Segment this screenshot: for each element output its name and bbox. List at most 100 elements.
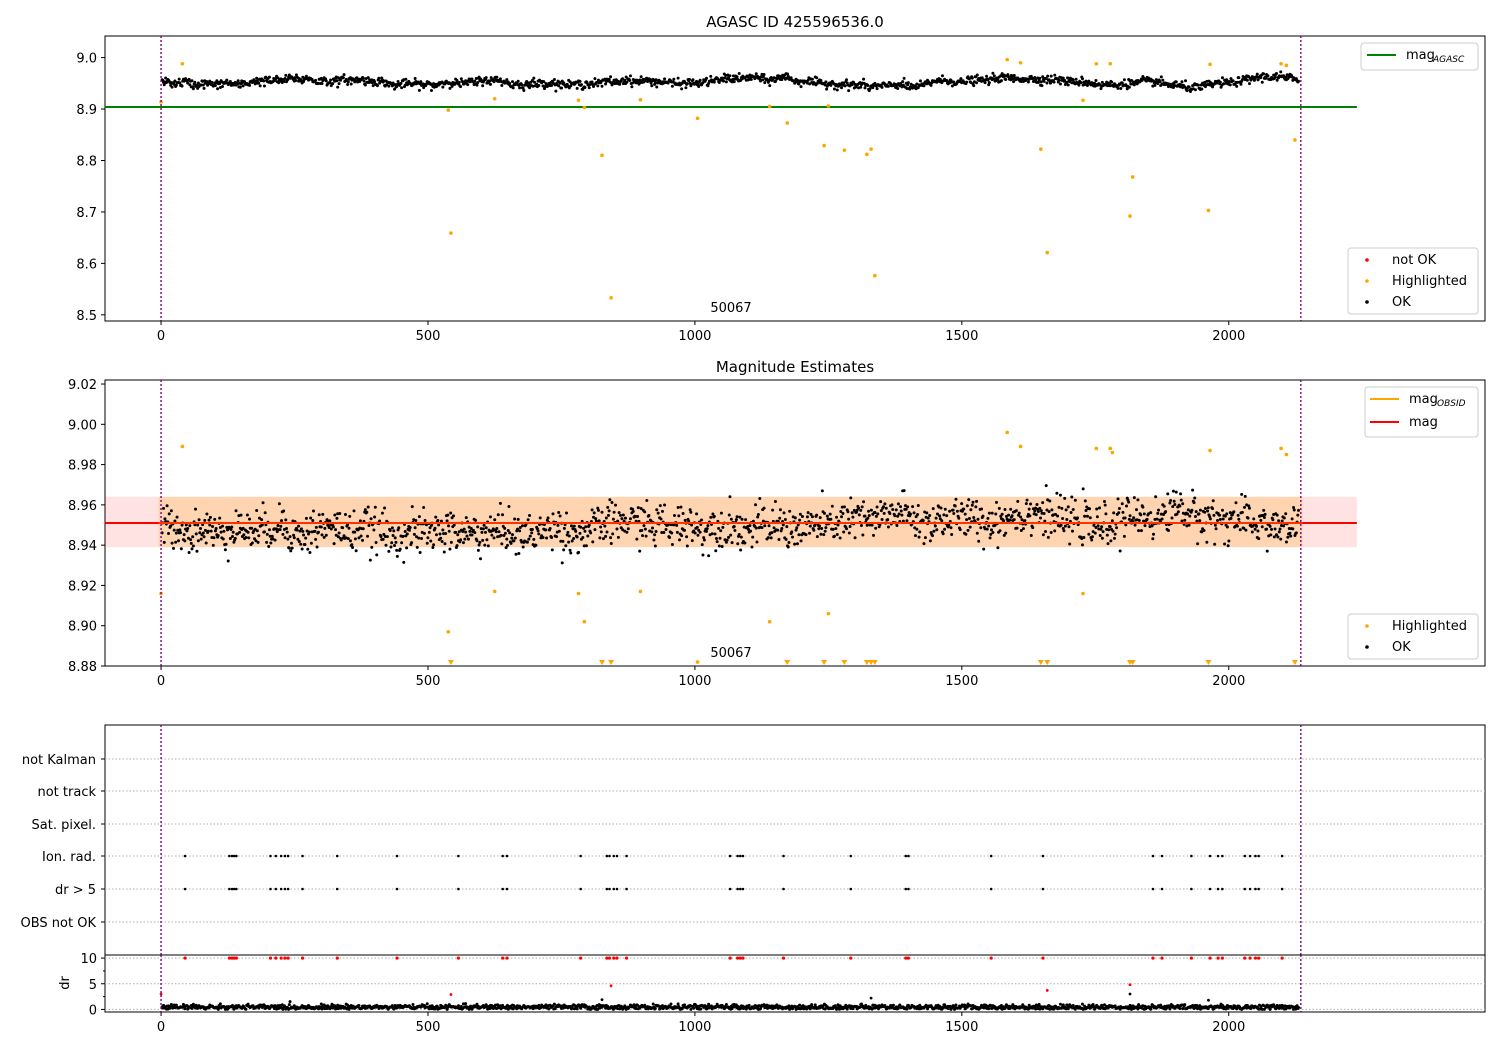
panel1-ok-point [228,79,232,83]
panel2-ok-point [1014,509,1018,513]
panel2-ok-point [263,511,267,515]
panel2-ok-point [1173,502,1177,506]
panel2-ok-point [432,543,436,547]
panel1-ok-point [579,83,583,87]
panel1-ok-point [276,76,280,80]
panel2-ok-point [314,537,318,541]
panel2-ok-point [631,509,635,513]
panel2-ok-point [1271,518,1275,522]
panel2-ok-point [934,516,938,520]
panel2-ok-point [457,530,461,534]
panel3-ion-rad-point [279,854,283,858]
panel1-ok-point [1066,76,1070,80]
panel2-ok-point [427,530,431,534]
panel2-ok-point [1276,535,1280,539]
panel3-dr-point [608,887,611,891]
panel1-ok-point [419,80,423,84]
panel2-ok-point [395,554,399,558]
panel1-ok-point [797,82,801,86]
panel2-ok-point [748,524,752,528]
panel1-legend-entry: Highlighted [1392,274,1467,289]
panel2-ok-point [508,531,512,535]
panel2-ok-point [1141,505,1145,509]
panel2-ok-point [1039,516,1043,520]
panel2-ok-point [186,527,190,531]
panel2-ok-point [1292,508,1296,512]
panel2-ok-point [347,526,351,530]
panel2-ok-point [991,531,995,535]
panel2-ok-point [617,511,621,515]
panel2-ok-point [772,526,776,530]
panel2-highlighted-point [446,629,451,634]
panel1-ok-point [684,86,688,90]
panel2-ok-point [532,537,536,541]
panel2-ok-point [720,544,724,548]
panel2-ok-point [405,532,409,536]
panel1-ok-point [754,72,758,76]
panel1-ok-point [488,79,492,83]
panel2-ok-point [820,489,824,493]
panel3-flag-label: OBS not OK [21,916,97,931]
panel2-ok-point [1096,524,1100,528]
panel2-ok-point [208,523,212,527]
panel2-ok-point [328,519,332,523]
panel2-highlighted-point [576,591,581,596]
panel1-highlighted-point [1108,61,1113,66]
panel1-legend-label: mag [1406,48,1435,63]
panel1-ok-point [177,77,181,81]
panel1-ok-point [264,75,268,79]
panel3-flag-label: Ion. rad. [42,850,96,865]
panel3-ion-rad-point [395,854,399,858]
panel2-ok-point [242,533,246,537]
panel2-ok-point [782,511,786,515]
panel2-ok-point [611,532,615,536]
panel1-ok-point [810,77,814,81]
panel2-ok-point [717,544,721,548]
panel2-ok-point [309,541,313,545]
panel2-ok-point [526,518,530,522]
panel2-ok-point [738,515,742,519]
panel2-ok-point [926,516,930,520]
panel2-ok-point [173,519,177,523]
panel3-ion-rad-point [1248,854,1252,858]
panel2-ok-point [653,533,657,537]
panel1-ok-point [202,86,206,90]
panel1-ok-point [375,84,379,88]
panel2-ok-point [598,536,602,540]
panel1-ok-point [768,84,772,88]
panel2-ok-point [162,540,166,544]
panel2-ok-point [625,530,629,534]
panel2-ok-point [584,525,588,529]
panel2-ok-point [1225,525,1229,529]
panel2-ok-point [662,530,666,534]
panel2-ok-point [230,535,234,539]
panel1-ok-point [1193,88,1197,92]
panel1-ok-point [498,77,502,81]
panel2-ok-point [1187,523,1191,527]
panel2-ok-point [352,509,356,513]
panel2-ok-point [420,536,424,540]
panel1-ok-point [721,76,725,80]
panel2-ok-point [592,511,596,515]
panel1-ok-point [786,74,790,78]
panel2-ok-point [1056,514,1060,518]
panel2-ok-point [449,540,453,544]
panel2-ok-point [1007,513,1011,517]
panel1-ok-point [459,85,463,89]
panel2-highlighted-point [826,611,831,616]
panel2-ok-point [311,519,315,523]
panel2-ok-point [214,527,218,531]
panel2-ok-point [208,515,212,519]
panel2-ok-point [250,541,254,545]
panel1-ok-point [336,76,340,80]
panel1-ok-point [1158,80,1162,84]
panel1-legend-marker [1365,279,1369,283]
panel1-ok-point [277,81,281,85]
panel2-ok-point [223,548,227,552]
panel2-ok-point [607,509,611,513]
panel2-ok-point [795,542,799,546]
panel1-ok-point [186,81,190,85]
panel2-ok-point [433,526,437,530]
panel2-ok-point [1063,524,1067,528]
panel2-ok-point [499,533,503,537]
